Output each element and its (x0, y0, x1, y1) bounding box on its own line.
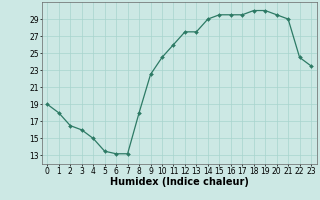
X-axis label: Humidex (Indice chaleur): Humidex (Indice chaleur) (110, 177, 249, 187)
